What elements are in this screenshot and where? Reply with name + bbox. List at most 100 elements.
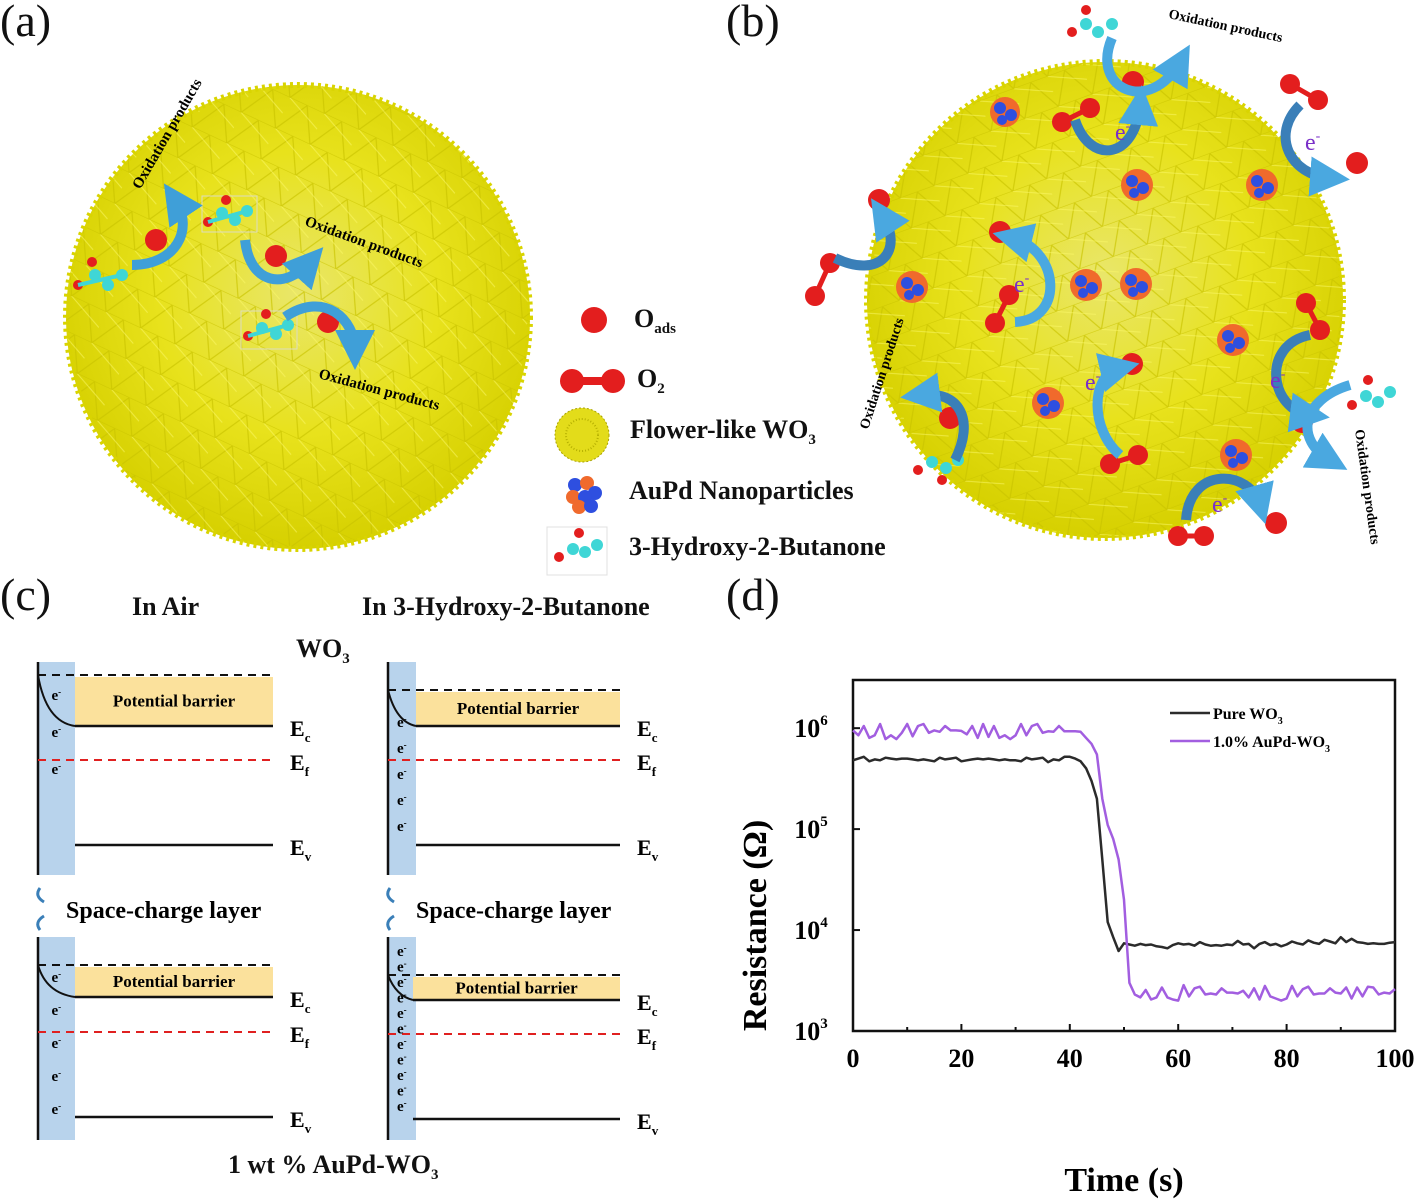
electron-symbol: e- (52, 1002, 62, 1019)
electron-symbol: e- (397, 818, 407, 835)
aupd-nanoparticle (896, 271, 928, 303)
oxygen-molecule (1280, 74, 1328, 110)
aupd-nanoparticle (990, 97, 1020, 127)
oxygen-molecule (1100, 445, 1148, 474)
oxidation-products-label: Oxidation products (1167, 7, 1284, 46)
resistance-chart: 0 20 40 60 80 100 103 104 105 106 Time (s) Resistan… (737, 678, 1415, 1199)
electron-symbol: e- (397, 974, 407, 991)
aupd-nanoparticle (1032, 387, 1064, 419)
energy-level-label-ev: Ev (290, 835, 312, 864)
electron-symbol: e- (397, 1083, 407, 1100)
electron-label: e- (1115, 119, 1131, 146)
y-tick-label: 103 (794, 1016, 828, 1046)
electron-symbol: e- (397, 1052, 407, 1069)
electron-symbol: e- (397, 792, 407, 809)
legend-label-oads: Oads (634, 304, 676, 338)
panel-a-illustration: Oxidation products Oxidation products Ox… (63, 76, 533, 552)
electron-symbol: e- (52, 761, 62, 778)
curved-arrow-icon (36, 887, 45, 904)
legend-icons (546, 307, 625, 576)
electron-symbol: e- (52, 1068, 62, 1085)
band-diagram: Potential barrier Ec Ef Ev e-e-e-e-e- (386, 662, 659, 875)
curved-arrow-icon (386, 887, 395, 904)
column-header-in-air: In Air (132, 592, 200, 621)
energy-level-label-ev: Ev (637, 835, 659, 864)
aupd-nanoparticle (1121, 169, 1153, 201)
electron-symbol: e- (397, 943, 407, 960)
energy-level-label-ef: Ef (637, 750, 657, 779)
band-diagram: Potential barrier Ec Ef Ev e-e-e-e-e- (36, 937, 312, 1140)
oxygen-ads-atom (1346, 152, 1368, 174)
space-charge-region (38, 937, 75, 1140)
row-label-aupd-wo3: 1 wt % AuPd-WO3 (228, 1150, 439, 1184)
potential-barrier-region (75, 677, 273, 726)
panel-label-b: (b) (726, 0, 780, 46)
hydroxybutanone-molecule (73, 257, 128, 291)
hydroxybutanone-molecule (913, 454, 964, 485)
x-axis-label: Time (s) (1064, 1162, 1183, 1199)
wo3-flower-sphere-a (63, 82, 533, 552)
row-label-wo3: WO3 (296, 634, 350, 668)
plot-frame (851, 678, 1397, 1033)
oxygen-molecule (1052, 98, 1100, 132)
legend-label-hydroxybutanone: 3-Hydroxy-2-Butanone (629, 532, 886, 561)
electron-symbol: e- (52, 687, 62, 704)
band-diagram: Potential barrier Ec Ef Ev e-e-e-e-e-e-e-e-e… (386, 937, 659, 1140)
energy-level-label-ef: Ef (290, 1022, 310, 1051)
oads-legend-icon (581, 307, 607, 333)
electron-symbol: e- (397, 1067, 407, 1084)
electron-symbol: e- (397, 1098, 407, 1115)
reaction-arrow (240, 239, 324, 291)
reaction-arrow (832, 198, 910, 271)
space-charge-label: Space-charge layer (416, 898, 612, 924)
reaction-arrow (900, 372, 969, 463)
oxygen-ads-atom (145, 229, 167, 251)
hydroxybutanone-molecule (1067, 5, 1118, 38)
hydroxybutanone-molecule (240, 309, 298, 350)
energy-level-label-ev: Ev (637, 1109, 659, 1138)
legend-entry: 1.0% AuPd-WO3 (1213, 734, 1330, 755)
electron-symbol: e- (397, 740, 407, 757)
aupd-nanoparticle (1070, 269, 1102, 301)
band-bending-curve (387, 974, 414, 1001)
panel-label-a: (a) (0, 0, 52, 46)
energy-level-label-ec: Ec (290, 716, 311, 745)
electron-label: e- (1270, 367, 1286, 394)
band-bending-curve (37, 674, 76, 727)
oxygen-ads-atom (868, 189, 890, 211)
electron-symbol: e- (397, 1005, 407, 1022)
potential-barrier-region (416, 692, 620, 726)
panel-label-d: (d) (726, 569, 780, 620)
energy-level-label-ec: Ec (290, 987, 311, 1016)
electron-symbol: e- (397, 1036, 407, 1053)
space-charge-region (388, 937, 416, 1140)
potential-barrier-label: Potential barrier (457, 699, 580, 718)
y-tick-label: 106 (794, 713, 828, 743)
aupd-nanoparticle (1217, 324, 1249, 356)
electron-symbol: e- (397, 990, 407, 1007)
oxygen-ads-atom (989, 221, 1011, 243)
electron-symbol: e- (397, 959, 407, 976)
reaction-arrow (992, 223, 1056, 327)
legend-label-aupd: AuPd Nanoparticles (629, 476, 854, 505)
wo3-legend-icon (554, 407, 610, 463)
electron-label: e- (1305, 129, 1321, 156)
series-line-aupd-wo3 (852, 722, 1396, 1002)
electron-symbol: e- (52, 1101, 62, 1118)
energy-level-label-ec: Ec (637, 716, 658, 745)
space-charge-annotation: Space-charge layer (386, 887, 612, 931)
panel-label-c: (c) (0, 569, 52, 620)
oxygen-ads-atom (265, 245, 287, 267)
hydroxybutanone-molecule (1347, 375, 1396, 410)
band-diagram: Potential barrier Ec Ef Ev e-e-e- (36, 662, 312, 875)
electron-labels: e- e- e- e- e- e- (1014, 119, 1321, 518)
electron-label: e- (1085, 369, 1101, 396)
curved-arrow-icon (36, 914, 45, 931)
reaction-arrow (282, 301, 375, 370)
potential-barrier-region (413, 977, 620, 1000)
reaction-arrow (131, 183, 203, 270)
potential-barrier-label: Potential barrier (113, 692, 236, 711)
electron-symbol: e- (397, 714, 407, 731)
space-charge-region (388, 662, 416, 875)
electron-label: e- (1014, 271, 1030, 298)
